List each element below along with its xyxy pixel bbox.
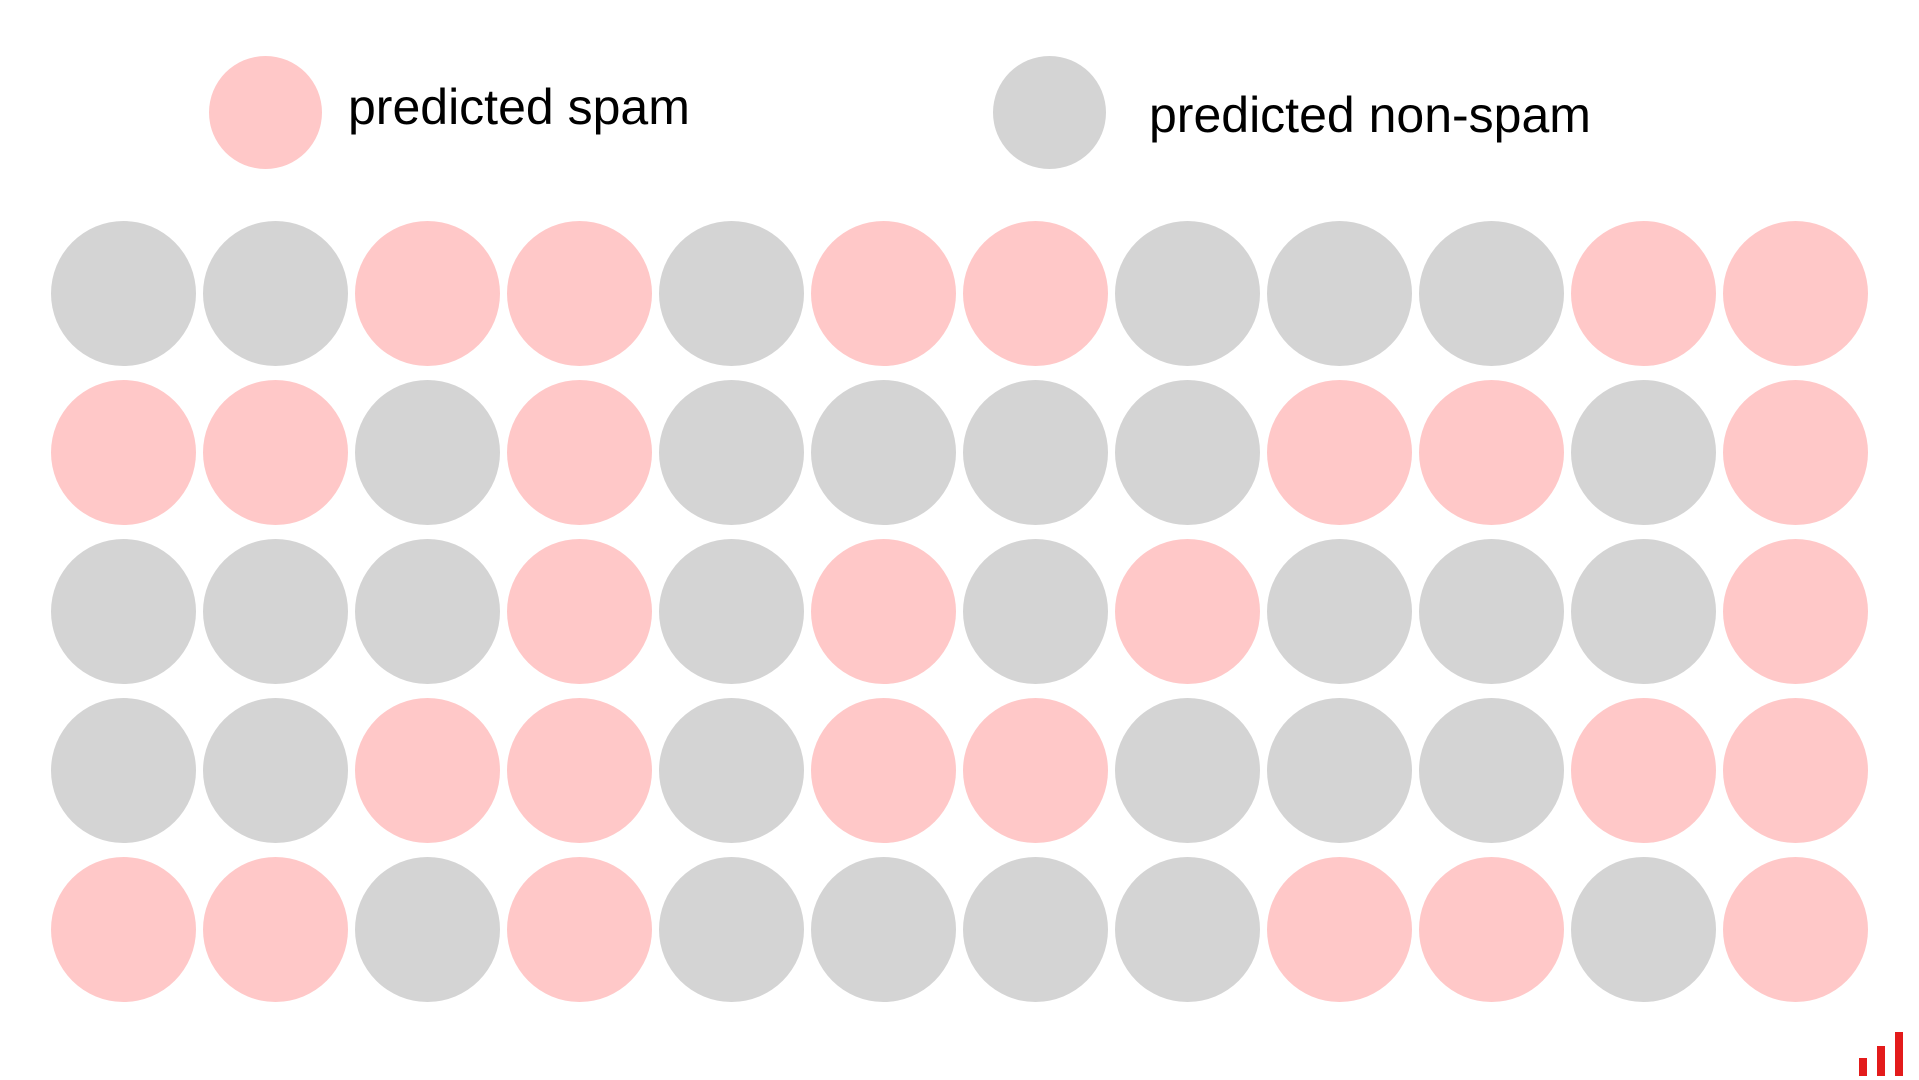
non-spam-dot bbox=[203, 539, 348, 684]
non-spam-dot bbox=[811, 380, 956, 525]
spam-dot bbox=[811, 698, 956, 843]
spam-dot bbox=[1571, 698, 1716, 843]
spam-dot bbox=[507, 221, 652, 366]
non-spam-dot-icon bbox=[993, 56, 1106, 169]
non-spam-dot bbox=[659, 539, 804, 684]
spam-dot bbox=[507, 857, 652, 1002]
non-spam-dot bbox=[51, 221, 196, 366]
non-spam-dot bbox=[811, 857, 956, 1002]
non-spam-dot bbox=[1267, 539, 1412, 684]
legend-label-spam: predicted spam bbox=[348, 78, 690, 135]
spam-dot-icon bbox=[209, 56, 322, 169]
spam-dot bbox=[1723, 380, 1868, 525]
non-spam-dot bbox=[1419, 698, 1564, 843]
non-spam-dot bbox=[1115, 221, 1260, 366]
non-spam-dot bbox=[51, 539, 196, 684]
bar-logo-icon bbox=[1859, 1032, 1903, 1076]
non-spam-dot bbox=[659, 698, 804, 843]
spam-dot bbox=[507, 539, 652, 684]
non-spam-dot bbox=[1267, 698, 1412, 843]
spam-dot bbox=[1267, 857, 1412, 1002]
spam-dot bbox=[1419, 380, 1564, 525]
non-spam-dot bbox=[659, 857, 804, 1002]
non-spam-dot bbox=[1571, 380, 1716, 525]
spam-dot bbox=[507, 698, 652, 843]
spam-dot bbox=[51, 380, 196, 525]
non-spam-dot bbox=[51, 698, 196, 843]
non-spam-dot bbox=[355, 857, 500, 1002]
spam-dot bbox=[1723, 539, 1868, 684]
non-spam-dot bbox=[203, 221, 348, 366]
spam-dot bbox=[203, 380, 348, 525]
spam-dot bbox=[1115, 539, 1260, 684]
spam-dot bbox=[1723, 698, 1868, 843]
non-spam-dot bbox=[355, 380, 500, 525]
spam-dot bbox=[811, 221, 956, 366]
spam-dot bbox=[963, 221, 1108, 366]
non-spam-dot bbox=[355, 539, 500, 684]
spam-dot bbox=[811, 539, 956, 684]
logo-bar-3 bbox=[1895, 1032, 1903, 1076]
non-spam-dot bbox=[203, 698, 348, 843]
spam-dot bbox=[1419, 857, 1564, 1002]
spam-dot bbox=[963, 698, 1108, 843]
non-spam-dot bbox=[1267, 221, 1412, 366]
spam-dot bbox=[355, 221, 500, 366]
spam-dot bbox=[1267, 380, 1412, 525]
non-spam-dot bbox=[963, 857, 1108, 1002]
logo-bar-1 bbox=[1859, 1058, 1867, 1076]
non-spam-dot bbox=[1115, 698, 1260, 843]
spam-dot bbox=[1723, 221, 1868, 366]
logo-bar-2 bbox=[1877, 1046, 1885, 1076]
spam-dot bbox=[203, 857, 348, 1002]
non-spam-dot bbox=[1419, 221, 1564, 366]
non-spam-dot bbox=[963, 380, 1108, 525]
non-spam-dot bbox=[1115, 857, 1260, 1002]
non-spam-dot bbox=[1115, 380, 1260, 525]
legend-item-non-spam: predicted non-spam bbox=[993, 56, 1591, 169]
spam-dot bbox=[355, 698, 500, 843]
non-spam-dot bbox=[1571, 857, 1716, 1002]
legend-item-spam: predicted spam bbox=[209, 56, 690, 169]
non-spam-dot bbox=[1419, 539, 1564, 684]
spam-dot bbox=[1571, 221, 1716, 366]
spam-dot bbox=[51, 857, 196, 1002]
non-spam-dot bbox=[659, 221, 804, 366]
non-spam-dot bbox=[1571, 539, 1716, 684]
prediction-grid bbox=[51, 221, 1871, 1007]
spam-dot bbox=[1723, 857, 1868, 1002]
non-spam-dot bbox=[963, 539, 1108, 684]
spam-dot bbox=[507, 380, 652, 525]
non-spam-dot bbox=[659, 380, 804, 525]
legend-label-non-spam: predicted non-spam bbox=[1149, 86, 1591, 143]
